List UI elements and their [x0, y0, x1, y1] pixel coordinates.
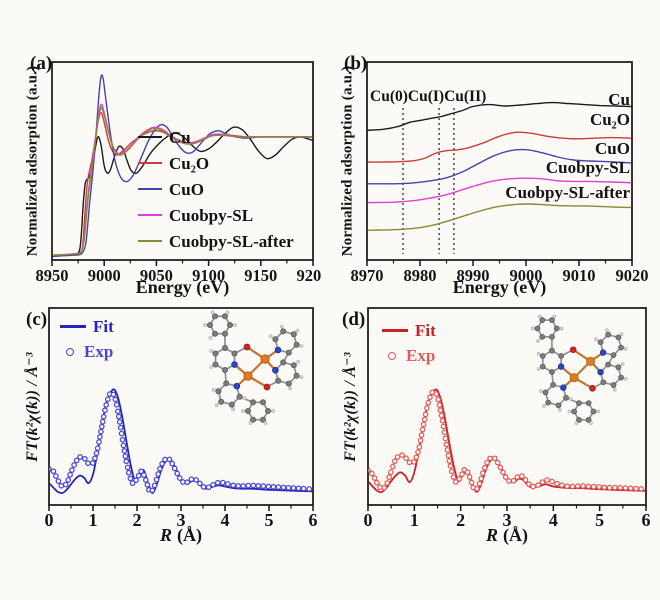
panel-a-x-axis-label: Energy (eV)	[135, 277, 230, 297]
svg-text:9100: 9100	[192, 266, 225, 285]
svg-text:8970: 8970	[351, 266, 384, 285]
legend-label: Cuobpy-SL	[169, 205, 254, 225]
panel-a-plot-area: 8950 9000 9050 9100 9150 9200	[36, 61, 323, 285]
svg-text:9000: 9000	[510, 266, 543, 285]
legend-item-cu: Cu	[138, 124, 294, 150]
label-cu0: Cu(0)	[370, 88, 408, 105]
svg-text:1: 1	[89, 510, 98, 530]
legend-circle-swatch	[388, 351, 396, 360]
panel-d-legend: Fit Exp	[382, 318, 436, 368]
legend-label-exp: Exp	[406, 346, 436, 365]
panel-c-tag: (c)	[26, 309, 48, 330]
svg-text:2: 2	[133, 510, 142, 530]
legend-label-fit: Fit	[415, 321, 436, 340]
svg-text:3: 3	[503, 510, 512, 530]
legend-item-exp: Exp	[60, 339, 114, 364]
panel-b-x-axis-label: Energy (eV)	[452, 277, 547, 297]
svg-text:2: 2	[456, 510, 465, 530]
label-cu1: Cu(I)	[407, 88, 445, 105]
svg-text:0: 0	[364, 510, 373, 530]
svg-text:9050: 9050	[140, 266, 173, 285]
panel-b: (b) Normalized adsorption (a.u.) 8970 898…	[336, 42, 649, 300]
svg-text:9020: 9020	[616, 266, 649, 285]
legend-line-swatch	[138, 239, 162, 243]
legend-item-fit: Fit	[382, 318, 436, 343]
svg-text:5: 5	[265, 510, 274, 530]
panel-c-x-axis-label: R (Å)	[49, 525, 313, 546]
svg-text:1: 1	[410, 510, 419, 530]
panel-b-tag: (b)	[344, 53, 368, 74]
legend-item-cu-o: Cu₂O	[138, 150, 294, 176]
svg-text:0: 0	[45, 510, 54, 530]
legend-line-swatch	[138, 213, 162, 217]
legend-line-swatch	[138, 135, 162, 139]
svg-text:8980: 8980	[404, 266, 437, 285]
svg-text:6: 6	[642, 510, 651, 530]
panel-c-plot-area: 0 1 2 3 4 5 6	[45, 307, 318, 530]
panel-b-plot-area: 8970 8980 8990 9000 9010 9020	[351, 61, 649, 285]
legend-label: Cu₂O	[169, 153, 210, 173]
legend-item-cuo: CuO	[138, 176, 294, 202]
legend-label: CuO	[169, 179, 204, 199]
legend-line-swatch	[138, 161, 162, 165]
legend-line-swatch	[60, 325, 86, 328]
svg-text:9010: 9010	[563, 266, 596, 285]
svg-text:4: 4	[221, 510, 230, 530]
panel-a-legend: Cu Cu₂O CuO Cuobpy-SL Cuobpy-SL-after	[138, 124, 294, 254]
legend-item-fit: Fit	[60, 314, 114, 339]
x-axis-symbol: R	[159, 525, 172, 545]
legend-label-exp: Exp	[84, 342, 114, 361]
svg-text:3: 3	[177, 510, 186, 530]
x-axis-unit: (Å)	[503, 525, 528, 545]
panel-d-x-axis-label: R (Å)	[368, 525, 646, 546]
x-axis-symbol: R	[485, 525, 498, 545]
x-axis-unit: (Å)	[177, 525, 202, 545]
panel-d-plot-area: 0 1 2 3 4 5 6	[364, 307, 651, 530]
legend-item-cuobpy-sl: Cuobpy-SL	[138, 202, 294, 228]
panel-a: (a) Normalized adsorption (a.u.) 8950 900…	[20, 42, 323, 300]
svg-text:5: 5	[595, 510, 604, 530]
svg-text:6: 6	[309, 510, 318, 530]
label-cu2: Cu(II)	[444, 88, 487, 105]
panel-d-tag: (d)	[342, 309, 366, 330]
svg-text:8990: 8990	[457, 266, 490, 285]
panel-c-legend: Fit Exp	[60, 314, 114, 364]
legend-label: Cuobpy-SL-after	[169, 231, 294, 251]
legend-item-exp: Exp	[382, 343, 436, 368]
molecular-structure-inset	[530, 314, 628, 425]
svg-text:9200: 9200	[297, 266, 323, 285]
legend-label: Cu	[169, 127, 191, 147]
molecular-structure-inset	[203, 310, 304, 425]
svg-text:8950: 8950	[36, 266, 69, 285]
legend-line-swatch	[138, 187, 162, 191]
legend-item-cuobpy-sl-after: Cuobpy-SL-after	[138, 228, 294, 254]
panel-a-tag: (a)	[30, 53, 53, 74]
legend-circle-swatch	[66, 347, 74, 356]
legend-line-swatch	[382, 329, 408, 332]
svg-text:9150: 9150	[244, 266, 277, 285]
panel-b-oxidation-state-labels: Cu(0) Cu(I) Cu(II)	[370, 88, 486, 106]
svg-text:9000: 9000	[88, 266, 121, 285]
svg-text:4: 4	[549, 510, 558, 530]
legend-label-fit: Fit	[93, 317, 114, 336]
